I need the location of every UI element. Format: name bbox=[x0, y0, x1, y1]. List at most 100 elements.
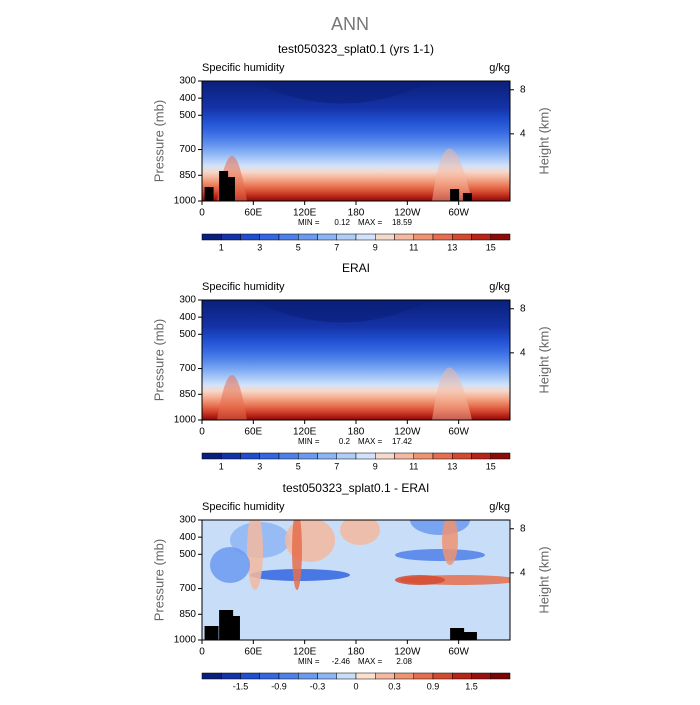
panel-title: test050323_splat0.1 (yrs 1-1) bbox=[278, 42, 434, 56]
colorbar-swatch bbox=[452, 452, 472, 460]
field bbox=[202, 81, 510, 201]
x-tick-label: 60E bbox=[244, 208, 262, 219]
min-value: 0.12 bbox=[334, 218, 350, 227]
y-tick-label: 300 bbox=[179, 76, 196, 87]
colorbar-label: 3 bbox=[257, 461, 262, 471]
terrain bbox=[225, 177, 235, 201]
y2-tick-label: 8 bbox=[520, 523, 526, 534]
y-tick-label: 1000 bbox=[174, 196, 197, 207]
moist-plume bbox=[432, 367, 472, 420]
x-tick-label: 60W bbox=[448, 208, 469, 219]
colorbar-swatch bbox=[394, 452, 414, 460]
x-tick-label: 0 bbox=[199, 208, 205, 219]
max-label: MAX = bbox=[358, 437, 383, 446]
terrain bbox=[462, 632, 477, 640]
x-tick-label: 60E bbox=[244, 647, 262, 658]
colorbar-swatch bbox=[490, 672, 511, 680]
colorbar-label: 0.9 bbox=[427, 681, 440, 691]
y2-axis-label: Height (km) bbox=[536, 107, 551, 174]
colorbar-swatch bbox=[394, 672, 414, 680]
y-tick-label: 400 bbox=[179, 532, 196, 543]
y-axis-label: Pressure (mb) bbox=[151, 100, 166, 182]
anomaly bbox=[292, 520, 302, 590]
y2-tick-label: 4 bbox=[520, 128, 526, 139]
x-tick-label: 0 bbox=[199, 427, 205, 438]
colorbar-label: 1 bbox=[219, 461, 224, 471]
x-tick-label: 60W bbox=[448, 427, 469, 438]
colorbar-swatch bbox=[240, 452, 260, 460]
y-tick-label: 1000 bbox=[174, 415, 197, 426]
terrain bbox=[204, 626, 219, 640]
colorbar-label: 13 bbox=[447, 242, 457, 252]
colorbar-label: -0.3 bbox=[310, 681, 326, 691]
y-tick-label: 500 bbox=[179, 329, 196, 340]
x-tick-label: 120E bbox=[293, 427, 317, 438]
min-label: MIN = bbox=[298, 437, 320, 446]
anomaly bbox=[210, 547, 250, 583]
colorbar-label: 7 bbox=[334, 242, 339, 252]
x-tick-label: 180 bbox=[348, 427, 365, 438]
colorbar-label: 11 bbox=[409, 242, 418, 252]
left-label: Specific humidity bbox=[202, 281, 285, 293]
y-tick-label: 300 bbox=[179, 515, 196, 526]
y2-axis-label: Height (km) bbox=[536, 326, 551, 393]
colorbar-swatch bbox=[375, 672, 395, 680]
terrain bbox=[204, 187, 214, 201]
colorbar-swatch bbox=[432, 233, 453, 241]
x-tick-label: 120E bbox=[293, 647, 317, 658]
terrain bbox=[450, 189, 460, 201]
colorbar-swatch bbox=[278, 452, 299, 460]
x-tick-label: 60W bbox=[448, 647, 469, 658]
x-tick-label: 120W bbox=[394, 647, 421, 658]
anomaly bbox=[395, 575, 445, 585]
colorbar-label: 3 bbox=[257, 242, 262, 252]
x-tick-label: 120W bbox=[394, 427, 421, 438]
colorbar-swatch bbox=[298, 233, 318, 241]
colorbar-swatch bbox=[240, 672, 260, 680]
colorbar-swatch bbox=[490, 233, 511, 241]
colorbar-swatch bbox=[221, 452, 241, 460]
moist-plume bbox=[432, 148, 472, 201]
colorbar-swatch bbox=[317, 452, 337, 460]
colorbar-swatch bbox=[355, 672, 376, 680]
dry-band bbox=[252, 300, 432, 323]
min-value: -2.46 bbox=[332, 657, 351, 666]
colorbar-label: 13 bbox=[447, 461, 457, 471]
y-tick-label: 500 bbox=[179, 110, 196, 121]
y-tick-label: 1000 bbox=[174, 635, 197, 646]
y2-axis-label: Height (km) bbox=[536, 546, 551, 613]
terrain bbox=[219, 171, 229, 201]
colorbar-label: 0 bbox=[353, 681, 358, 691]
y-tick-label: 300 bbox=[179, 295, 196, 306]
max-label: MAX = bbox=[358, 218, 383, 227]
y2-tick-label: 4 bbox=[520, 567, 526, 578]
y-tick-label: 850 bbox=[179, 609, 196, 620]
anomaly bbox=[247, 520, 263, 590]
colorbar-swatch bbox=[471, 452, 491, 460]
colorbar-swatch bbox=[259, 672, 280, 680]
max-value: 18.59 bbox=[392, 218, 413, 227]
y-tick-label: 850 bbox=[179, 389, 196, 400]
colorbar-swatch bbox=[278, 233, 299, 241]
left-label: Specific humidity bbox=[202, 501, 285, 513]
y-tick-label: 500 bbox=[179, 549, 196, 560]
min-value: 0.2 bbox=[339, 437, 351, 446]
panel-title: test050323_splat0.1 - ERAI bbox=[283, 481, 430, 495]
colorbar-swatch bbox=[355, 452, 376, 460]
max-value: 2.08 bbox=[396, 657, 412, 666]
colorbar-label: 5 bbox=[296, 461, 301, 471]
field bbox=[202, 520, 510, 640]
colorbar-swatch bbox=[201, 672, 222, 680]
y-tick-label: 700 bbox=[179, 363, 196, 374]
colorbar-swatch bbox=[471, 233, 491, 241]
colorbar-swatch bbox=[490, 452, 511, 460]
colorbar-swatch bbox=[298, 452, 318, 460]
y-tick-label: 400 bbox=[179, 93, 196, 104]
terrain bbox=[462, 193, 472, 201]
anomaly bbox=[442, 520, 458, 565]
y2-tick-label: 8 bbox=[520, 84, 526, 95]
min-label: MIN = bbox=[298, 657, 320, 666]
colorbar-swatch bbox=[317, 672, 337, 680]
colorbar-swatch bbox=[336, 452, 357, 460]
